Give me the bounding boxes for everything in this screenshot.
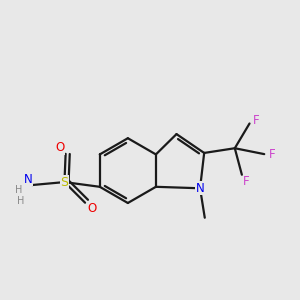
Text: N: N xyxy=(196,182,204,195)
Text: F: F xyxy=(243,175,250,188)
Text: O: O xyxy=(88,202,97,215)
Text: F: F xyxy=(269,148,276,160)
Text: S: S xyxy=(61,176,68,189)
Text: H: H xyxy=(15,185,23,195)
Text: O: O xyxy=(55,141,64,154)
Text: N: N xyxy=(24,173,32,186)
Text: F: F xyxy=(253,114,260,127)
Text: H: H xyxy=(16,196,24,206)
